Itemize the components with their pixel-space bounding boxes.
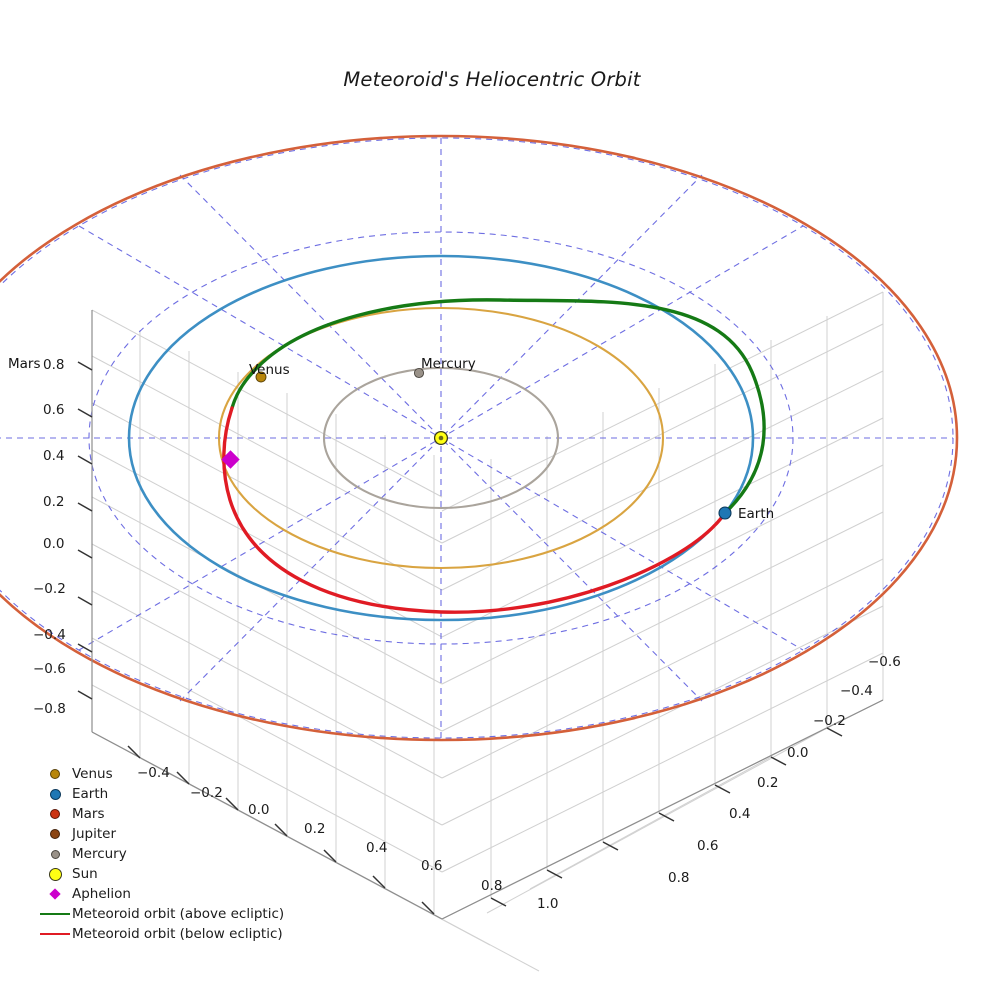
sun-marker-icon (38, 867, 72, 881)
red-line-icon (38, 933, 72, 935)
axis-spines (91, 310, 884, 920)
marker-aphelion (221, 450, 240, 469)
orbit-venus (217, 306, 665, 570)
y-tick-4: 0.0 (43, 536, 65, 552)
y-tick-2: 0.4 (43, 448, 65, 464)
meteoroid-orbit-below-ecliptic (222, 406, 727, 614)
x-tick-1: −0.2 (190, 785, 223, 801)
legend-label: Meteoroid orbit (below ecliptic) (72, 926, 283, 942)
green-line-icon (38, 913, 72, 915)
legend-label: Sun (72, 866, 98, 882)
legend-item-mars[interactable]: Mars (38, 804, 298, 824)
z-tick-6: 0.6 (697, 838, 719, 854)
legend-item-orbit-above[interactable]: Meteoroid orbit (above ecliptic) (38, 904, 298, 924)
marker-venus (255, 371, 267, 383)
y-tick-3: 0.2 (43, 494, 65, 510)
orbit-earth (127, 254, 755, 622)
chart-title: Meteoroid's Heliocentric Orbit (343, 68, 641, 91)
axis-ticks (77, 361, 843, 915)
legend-item-jupiter[interactable]: Jupiter (38, 824, 298, 844)
legend-label: Mars (72, 806, 105, 822)
y-tick-1: 0.6 (43, 402, 65, 418)
jupiter-marker-icon (38, 829, 72, 839)
z-tick-2: −0.2 (813, 713, 846, 729)
mars-marker-icon (38, 809, 72, 819)
x-tick-6: 0.8 (481, 878, 503, 894)
legend-label: Earth (72, 786, 109, 802)
legend-label: Aphelion (72, 886, 131, 902)
legend-item-aphelion[interactable]: Aphelion (38, 884, 298, 904)
legend-item-orbit-below[interactable]: Meteoroid orbit (below ecliptic) (38, 924, 298, 944)
legend-label: Jupiter (72, 826, 117, 842)
legend-item-earth[interactable]: Earth (38, 784, 298, 804)
earth-marker-icon (38, 788, 72, 800)
z-tick-4: 0.2 (757, 775, 779, 791)
x-tick-0: −0.4 (137, 765, 170, 781)
y-tick-7: −0.6 (33, 661, 66, 677)
legend: Venus Earth Mars Jupiter Mercury Sun Aph… (38, 764, 298, 944)
legend-item-venus[interactable]: Venus (38, 764, 298, 784)
x-tick-4: 0.4 (366, 840, 388, 856)
label-mercury: Mercury (421, 356, 476, 372)
y-tick-8: −0.8 (33, 701, 66, 717)
z-tick-5: 0.4 (729, 806, 751, 822)
x-tick-5: 0.6 (421, 858, 443, 874)
legend-item-sun[interactable]: Sun (38, 864, 298, 884)
y-tick-5: −0.2 (33, 581, 66, 597)
venus-marker-icon (38, 769, 72, 779)
x-tick-3: 0.2 (304, 821, 326, 837)
x-tick-7: 1.0 (537, 896, 559, 912)
legend-label: Venus (72, 766, 113, 782)
z-tick-0: −0.6 (868, 654, 901, 670)
legend-item-mercury[interactable]: Mercury (38, 844, 298, 864)
y-tick-0: 0.8 (43, 357, 65, 373)
label-venus: Venus (249, 362, 290, 378)
marker-earth (718, 506, 732, 520)
legend-label: Mercury (72, 846, 127, 862)
marker-mercury (413, 367, 425, 379)
orbit-mars (0, 134, 959, 742)
x-tick-2: 0.0 (248, 802, 270, 818)
marker-sun (433, 430, 449, 446)
z-tick-7: 0.8 (668, 870, 690, 886)
mercury-marker-icon (38, 849, 72, 859)
z-tick-3: 0.0 (787, 745, 809, 761)
aphelion-diamond-icon (38, 888, 72, 900)
orbit-mercury (322, 366, 560, 510)
label-mars: Mars (8, 356, 41, 372)
meteoroid-orbit-above-ecliptic (230, 298, 766, 515)
legend-label: Meteoroid orbit (above ecliptic) (72, 906, 285, 922)
y-tick-6: −0.4 (33, 627, 66, 643)
z-tick-1: −0.4 (840, 683, 873, 699)
label-earth: Earth (738, 506, 775, 522)
